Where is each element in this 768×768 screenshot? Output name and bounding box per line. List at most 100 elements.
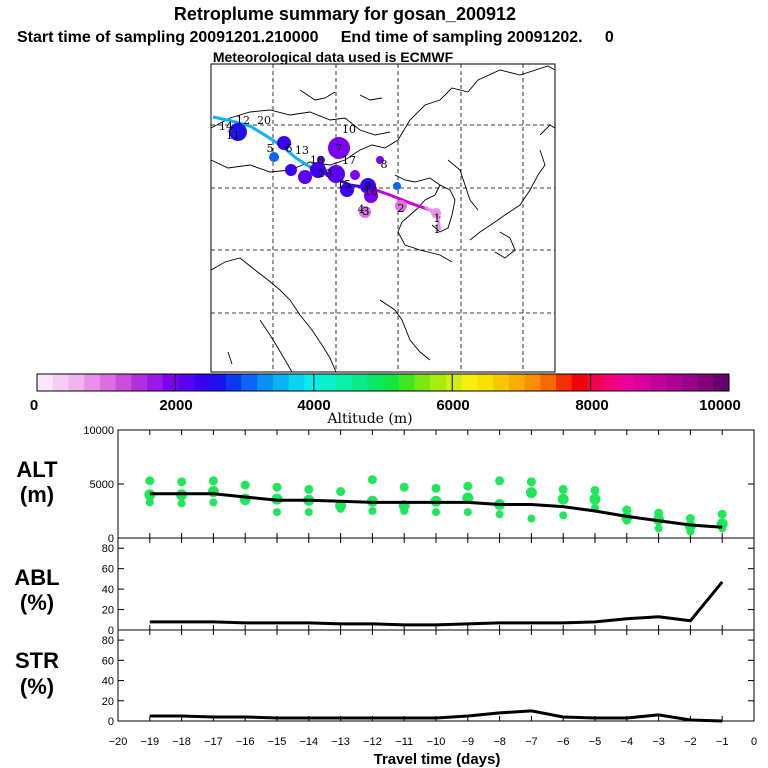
altitude-point — [336, 504, 345, 513]
x-tick-label: −12 — [363, 736, 382, 748]
colorbar-swatch — [634, 374, 651, 391]
plume-label: 2 — [398, 202, 405, 215]
plume-cluster — [310, 162, 326, 178]
altitude-point — [209, 498, 218, 507]
colorbar-swatch — [571, 374, 588, 391]
plume-cluster — [229, 123, 247, 141]
x-tick-label: −9 — [462, 736, 475, 748]
colorbar-swatch — [713, 374, 730, 391]
map-grid — [211, 64, 555, 372]
altitude-point — [177, 499, 186, 508]
colorbar-swatch — [556, 374, 573, 391]
abl-panel-label: ABL — [14, 565, 59, 590]
plume-label: 19 — [318, 167, 332, 180]
x-tick-label: −20 — [109, 736, 128, 748]
str-panel-frame — [117, 629, 755, 722]
altitude-point — [304, 508, 313, 517]
colorbar-swatch — [681, 374, 698, 391]
colorbar-swatch — [335, 374, 352, 391]
plume-cluster — [298, 170, 312, 184]
plume-cluster — [359, 206, 371, 218]
y-tick-label: 80 — [102, 543, 114, 555]
colorbar-swatch — [162, 374, 179, 391]
colorbar-swatch — [367, 374, 384, 391]
colorbar-swatch — [508, 374, 525, 391]
y-tick-label: 0 — [108, 533, 114, 545]
plume-cluster — [395, 200, 407, 212]
altitude-point — [686, 527, 695, 536]
plume-label: 16 — [364, 185, 378, 198]
colorbar-tick: 0 — [30, 397, 38, 414]
x-tick-label: −8 — [493, 736, 506, 748]
colorbar-swatch — [147, 374, 164, 391]
y-tick-label: 0 — [108, 625, 114, 637]
altitude-point — [304, 484, 314, 494]
altitude-point — [525, 487, 537, 499]
colorbar-swatch — [650, 374, 667, 391]
plume-label: 13 — [295, 144, 309, 157]
x-tick-label: −17 — [204, 736, 223, 748]
met-data-line: Meteorological data used is ECMWF — [213, 49, 454, 65]
x-tick-label: −13 — [331, 736, 350, 748]
y-tick-label: 60 — [102, 564, 114, 576]
x-tick-label: −4 — [621, 736, 634, 748]
altitude-point — [495, 476, 505, 486]
plume-label: 10 — [342, 123, 356, 136]
altitude-point — [399, 482, 409, 492]
y-tick-label: 40 — [102, 676, 114, 688]
abl-panel-unit: (%) — [20, 590, 54, 615]
plume-label: 11 — [226, 129, 240, 142]
plume-cluster — [393, 182, 401, 190]
altitude-point — [431, 483, 441, 493]
altitude-point — [590, 485, 600, 495]
plume-label: 15 — [337, 178, 351, 191]
plume-cluster — [285, 164, 297, 176]
altitude-colorbar — [36, 373, 730, 392]
colorbar-swatch — [304, 374, 321, 391]
plume-label: 1 — [434, 212, 441, 225]
colorbar-swatch — [351, 374, 368, 391]
colorbar-swatch — [99, 374, 116, 391]
plume-cluster — [376, 156, 384, 164]
altitude-point — [559, 511, 568, 520]
plume-cluster — [364, 189, 378, 203]
colorbar-swatch — [210, 374, 227, 391]
plume-cluster — [269, 152, 279, 162]
figure-title: Retroplume summary for gosan_200912 — [174, 4, 516, 24]
str-panel-unit: (%) — [20, 674, 54, 699]
altitude-point — [654, 524, 663, 533]
colorbar-swatch — [493, 374, 510, 391]
y-tick-label: 80 — [102, 635, 114, 647]
plume-label: 12 — [236, 114, 250, 127]
colorbar-swatch — [445, 374, 462, 391]
altitude-point — [145, 476, 155, 486]
colorbar-swatch — [37, 374, 54, 391]
x-tick-label: −18 — [172, 736, 191, 748]
colorbar-swatch — [272, 374, 289, 391]
altitude-point — [527, 514, 536, 523]
str-panel-label: STR — [15, 648, 59, 673]
plume-label: 4 — [358, 203, 365, 216]
plume-cluster — [340, 183, 354, 197]
altitude-point — [368, 507, 377, 515]
alt-series-line — [149, 492, 723, 529]
colorbar-swatch — [84, 374, 101, 391]
colorbar-tick: 4000 — [297, 397, 330, 414]
y-tick-label: 40 — [102, 584, 114, 596]
plume-label: 5 — [267, 142, 274, 155]
plume-label: 20 — [257, 114, 271, 127]
coastlines — [210, 65, 556, 373]
colorbar-swatch — [68, 374, 85, 391]
colorbar-ticks: 0 2000 4000 6000 8000 10000 — [30, 397, 741, 414]
x-tick-label: −1 — [716, 736, 729, 748]
x-axis-title: Travel time (days) — [374, 751, 501, 768]
altitude-point — [557, 493, 569, 505]
colorbar-swatch — [194, 374, 211, 391]
colorbar-tick: 8000 — [575, 397, 608, 414]
x-tick-label: −14 — [299, 736, 318, 748]
altitude-point — [717, 509, 727, 519]
alt-panel-label: ALT — [16, 457, 58, 482]
x-tick-label: −16 — [236, 736, 255, 748]
